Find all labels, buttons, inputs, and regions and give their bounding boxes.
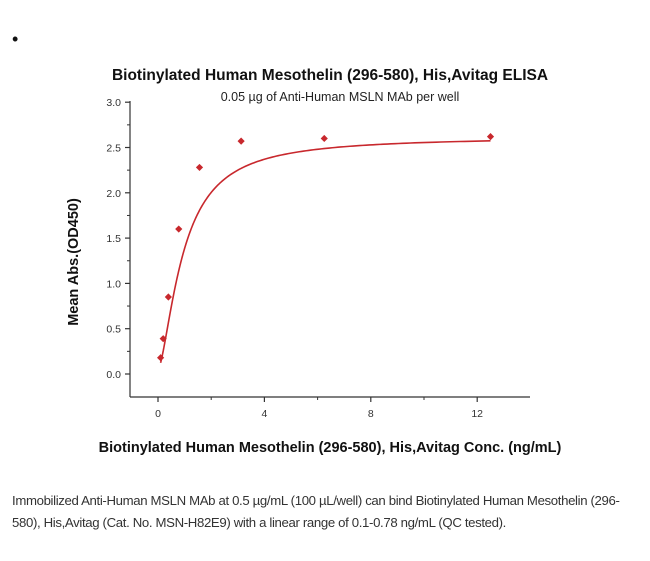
x-axis: 0 4 8 12 bbox=[130, 396, 530, 420]
y-tick-label: 0.5 bbox=[106, 324, 121, 336]
y-tick-label: 0.0 bbox=[106, 369, 121, 381]
y-tick-label: 1.0 bbox=[106, 278, 121, 290]
data-markers bbox=[157, 133, 495, 362]
x-tick-label: 0 bbox=[155, 408, 161, 420]
data-point-diamond bbox=[486, 133, 495, 141]
data-point-diamond bbox=[175, 225, 183, 233]
figure-caption: Immobilized Anti-Human MSLN MAb at 0.5 µ… bbox=[12, 493, 620, 530]
x-tick-label: 4 bbox=[261, 408, 267, 420]
data-point-diamond bbox=[164, 293, 172, 301]
chart-title: Biotinylated Human Mesothelin (296-580),… bbox=[112, 67, 548, 84]
y-tick-label: 2.5 bbox=[106, 143, 121, 155]
data-point-diamond bbox=[157, 354, 165, 362]
data-point-diamond bbox=[320, 134, 328, 143]
x-tick-label: 12 bbox=[471, 408, 483, 420]
data-point-diamond bbox=[159, 335, 167, 343]
y-tick-label: 1.5 bbox=[106, 233, 121, 245]
x-axis-label: Biotinylated Human Mesothelin (296-580),… bbox=[99, 440, 562, 456]
fit-curve bbox=[159, 140, 491, 363]
bullet-mark: • bbox=[12, 29, 19, 49]
chart-subtitle: 0.05 µg of Anti-Human MSLN MAb per well bbox=[221, 90, 460, 104]
data-point-diamond bbox=[195, 163, 204, 172]
y-tick-label: 3.0 bbox=[106, 97, 121, 109]
y-axis: 0.0 0.5 1.0 1.5 2.0 2.5 3.0 bbox=[106, 97, 131, 397]
y-axis-label: Mean Abs.(OD450) bbox=[66, 198, 82, 326]
y-tick-label: 2.0 bbox=[106, 188, 121, 200]
data-point-diamond bbox=[237, 137, 245, 145]
elisa-chart: Biotinylated Human Mesothelin (296-580),… bbox=[66, 67, 562, 456]
x-tick-label: 8 bbox=[368, 408, 374, 420]
